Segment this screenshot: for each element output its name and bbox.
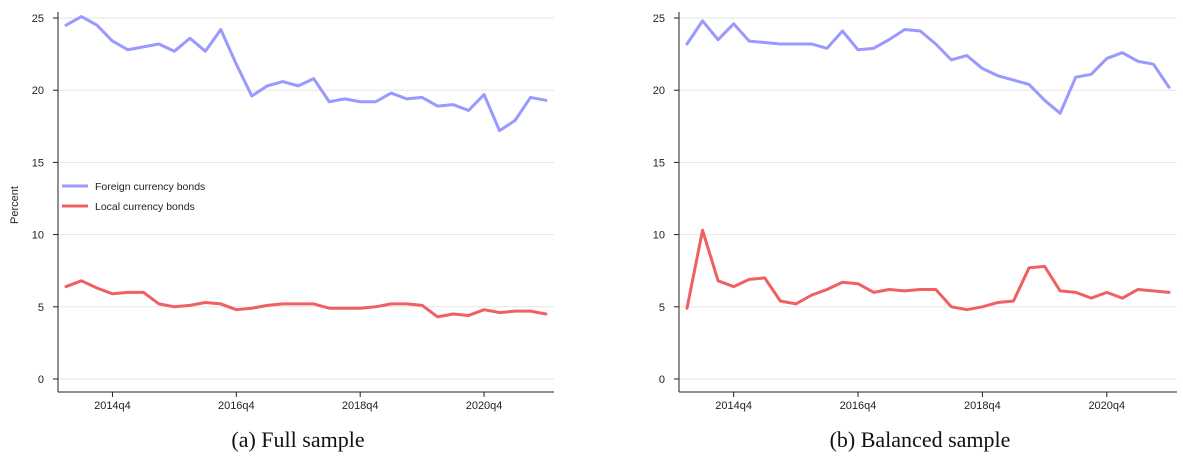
x-tick-label: 2016q4 <box>840 400 877 412</box>
y-tick-label: 15 <box>653 157 665 169</box>
caption-b: (b) Balanced sample <box>830 427 1011 452</box>
x-tick-label: 2014q4 <box>715 400 752 412</box>
series-line-foreign <box>685 19 1171 115</box>
x-tick-label: 2020q4 <box>1088 400 1125 412</box>
y-tick-label: 20 <box>653 85 665 97</box>
series-line-local <box>64 279 548 319</box>
y-tick-label: 0 <box>38 374 44 386</box>
x-tick-label: 2018q4 <box>964 400 1001 412</box>
legend-label: Foreign currency bonds <box>95 181 205 193</box>
series-line-foreign <box>64 15 548 133</box>
y-tick-label: 10 <box>32 230 44 242</box>
y-tick-label: 10 <box>653 230 665 242</box>
x-tick-label: 2020q4 <box>466 400 503 412</box>
y-tick-label: 15 <box>32 157 44 169</box>
y-tick-label: 5 <box>38 302 44 314</box>
y-tick-label: 0 <box>659 374 665 386</box>
panel-balanced-sample: 0 5 10 15 20 25 2014q4 2016q4 2018q4 2020q4 <box>653 12 1177 412</box>
y-tick-label: 25 <box>653 13 665 25</box>
y-tick-label: 20 <box>32 85 44 97</box>
panel-full-sample: Percent 0 5 10 15 20 25 2014q4 2016q4 2018q4 2020… <box>9 12 554 412</box>
x-tick-label: 2016q4 <box>218 400 255 412</box>
x-tick-label: 2018q4 <box>342 400 379 412</box>
y-axis-label: Percent <box>9 186 21 224</box>
caption-a: (a) Full sample <box>231 427 364 452</box>
series-line-local <box>685 228 1171 312</box>
x-tick-label: 2014q4 <box>94 400 131 412</box>
y-tick-label: 5 <box>659 302 665 314</box>
legend: Foreign currency bonds Local currency bon… <box>62 181 205 213</box>
legend-label: Local currency bonds <box>95 201 195 213</box>
y-tick-label: 25 <box>32 13 44 25</box>
